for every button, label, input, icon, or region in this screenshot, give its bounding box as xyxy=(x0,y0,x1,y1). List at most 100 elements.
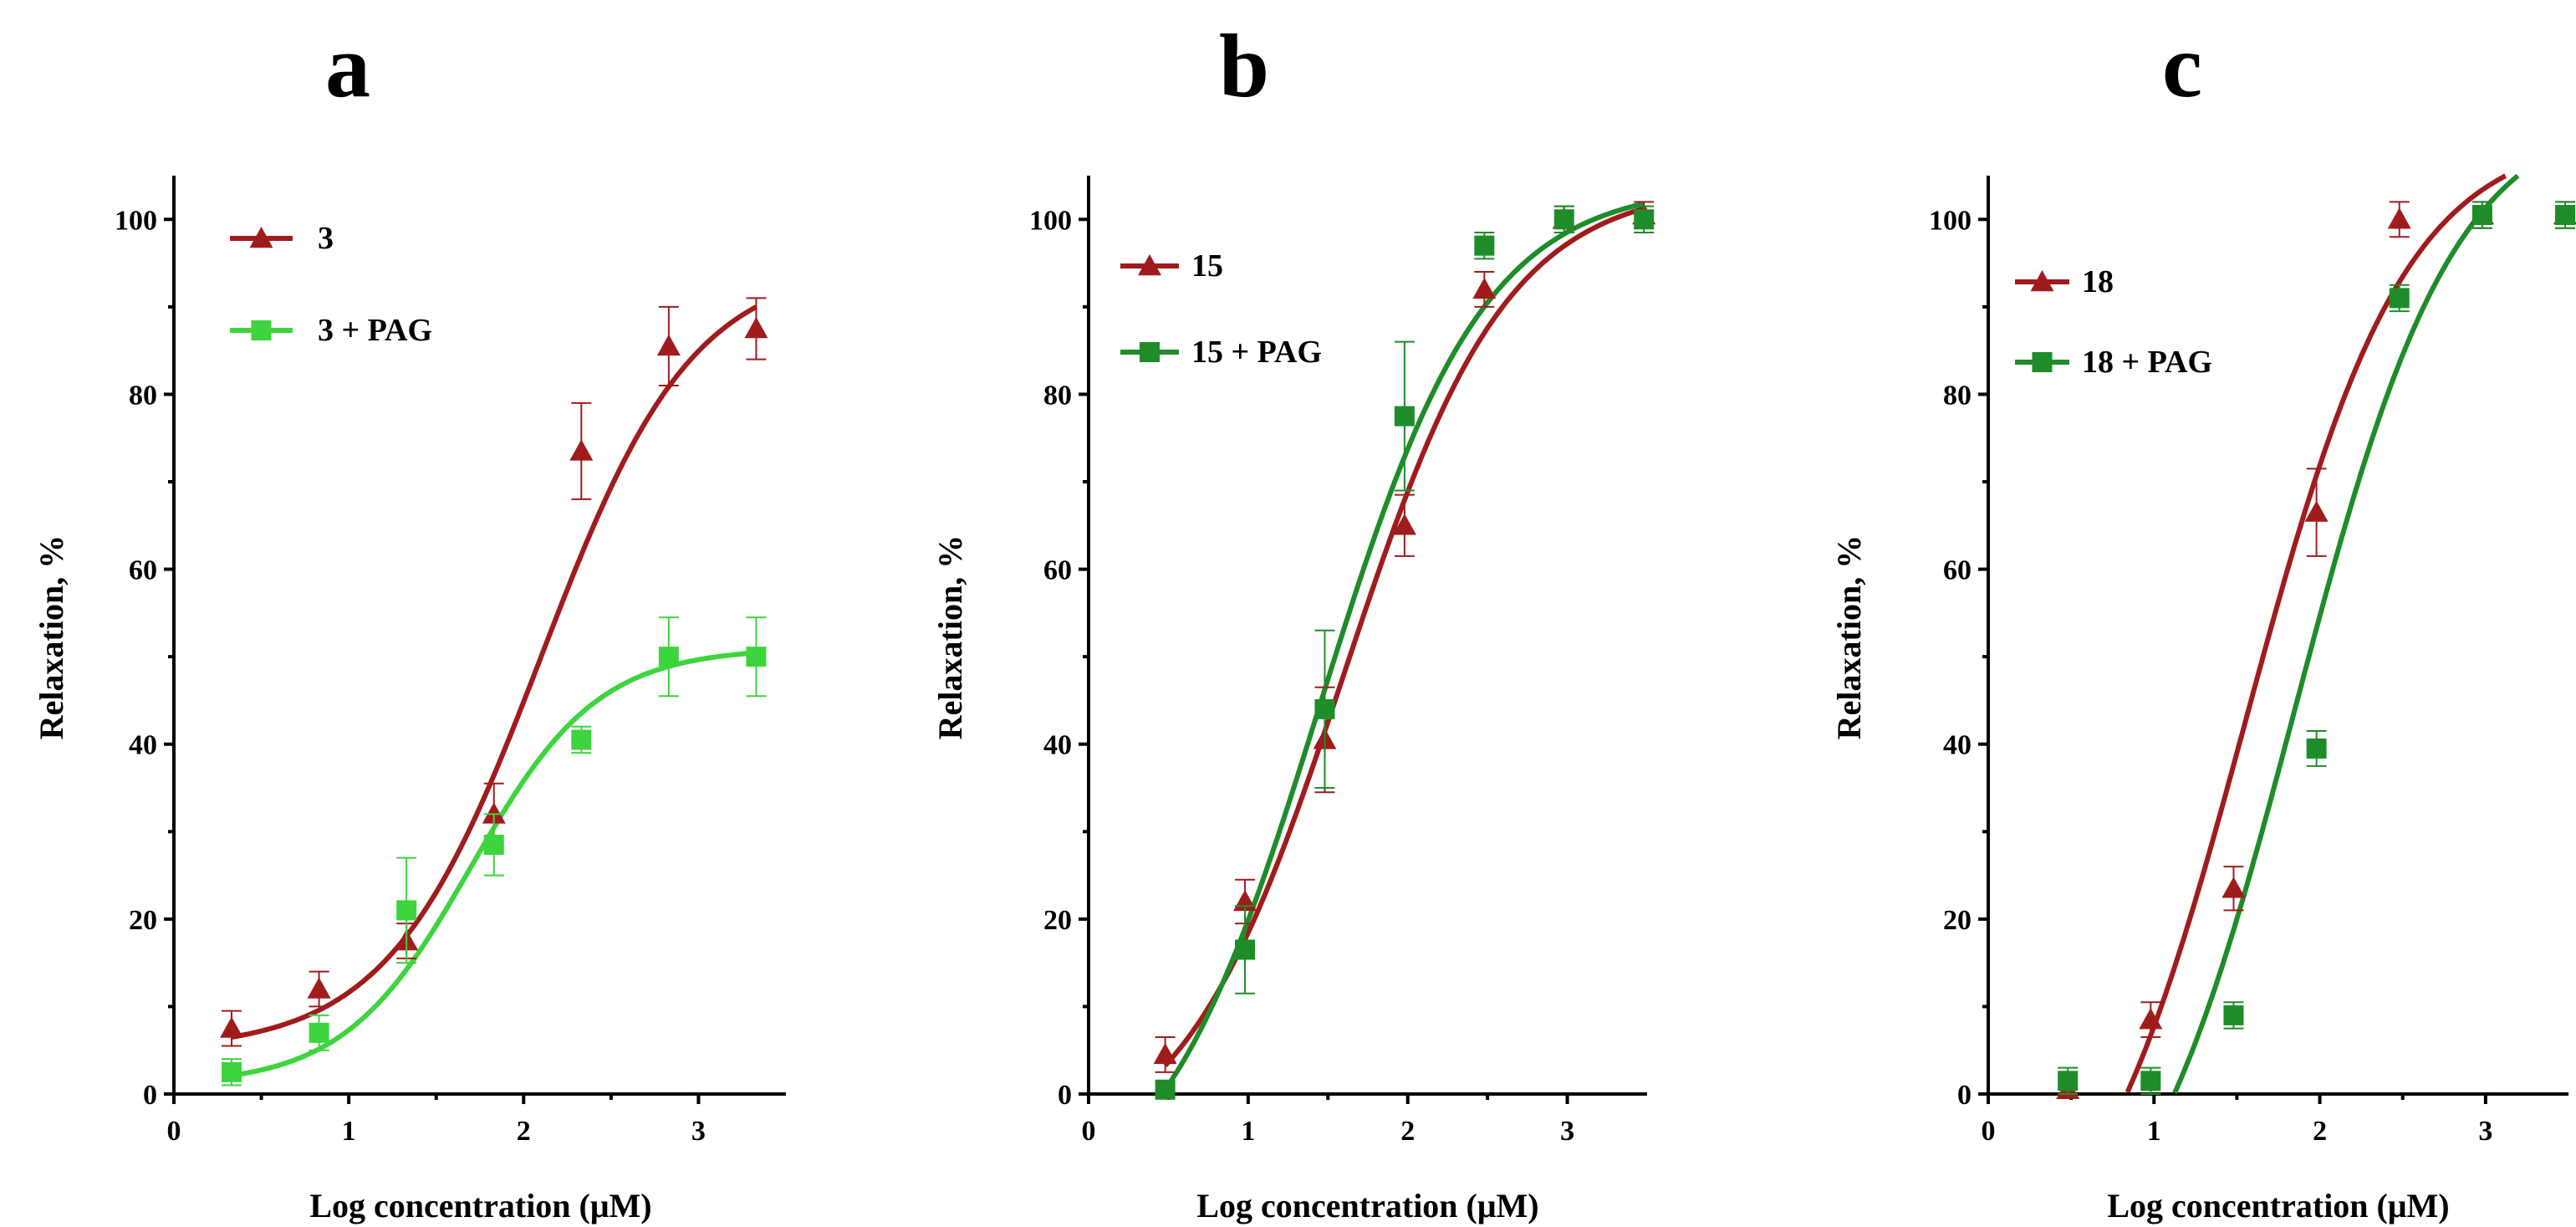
panel-b-x-tick-label: 2 xyxy=(1400,1116,1415,1147)
panel-c-axes: 0 1 2 3 0 20 40 60 80 100 xyxy=(1929,176,2568,1147)
panel-a-x-tick-label: 0 xyxy=(167,1116,181,1147)
panel-c-legend-label-2: 18 + PAG xyxy=(2082,345,2212,380)
panel-c-series-1-point xyxy=(2221,877,2246,898)
panel-a-x-tick-label: 2 xyxy=(517,1116,531,1147)
panel-c-y-tick-label: 0 xyxy=(1957,1080,1972,1111)
panel-b-axes: 0 1 2 3 0 20 40 60 80 100 xyxy=(1029,176,1647,1147)
panel-c-y-tick-label: 20 xyxy=(1943,905,1972,936)
panel-c-curves xyxy=(2125,173,2520,1094)
panel-a-series-1-point xyxy=(656,334,681,356)
panel-c-letter: c xyxy=(2162,17,2202,116)
panel-c-legend-marker-1 xyxy=(2030,270,2054,292)
panel-b-x-tick-label: 1 xyxy=(1241,1116,1255,1147)
panel-a-legend-label-1: 3 xyxy=(318,221,334,256)
panel-a-series-1-point xyxy=(744,317,768,339)
panel-b-series-2-point xyxy=(1314,698,1335,719)
panel-c-y-tick-label: 80 xyxy=(1943,380,1972,411)
panel-c-series-1-point xyxy=(2304,500,2329,522)
panel-a-legend-label-2: 3 + PAG xyxy=(318,313,432,348)
panel-c-x-tick-label: 1 xyxy=(2147,1116,2161,1147)
panel-a-axes: 0 1 2 3 0 20 40 60 80 100 xyxy=(115,176,786,1147)
panel-b-legend: 15 15 + PAG xyxy=(1120,248,1322,370)
panel-b-legend-marker-1 xyxy=(1138,254,1161,276)
panel-a: a 0 1 2 3 0 20 40 60 80 100 3 3 + PAG Log concent… xyxy=(33,17,786,1224)
panel-b-y-tick-label: 100 xyxy=(1029,205,1072,236)
panel-a-series-2-point xyxy=(571,729,592,750)
panel-a-series-2-point xyxy=(309,1022,329,1043)
panel-c-x-tick-label: 3 xyxy=(2478,1116,2492,1147)
panel-a-legend-marker-1 xyxy=(249,227,273,248)
panel-a-series-2-point xyxy=(658,647,679,667)
panel-a-x-tick-label: 1 xyxy=(342,1116,356,1147)
panel-b-y-tick-label: 0 xyxy=(1058,1080,1072,1111)
panel-b-x-tick-label: 3 xyxy=(1560,1116,1574,1147)
panel-c-x-tick-label: 0 xyxy=(1982,1116,1996,1147)
panel-a-series-2-point xyxy=(222,1061,242,1082)
panel-b-legend-label-1: 15 xyxy=(1191,248,1223,284)
panel-a-y-axis-label: Relaxation, % xyxy=(33,535,70,739)
panel-b-x-tick-label: 0 xyxy=(1082,1116,1096,1147)
panel-a-series-1-point xyxy=(482,802,506,824)
panel-c-y-axis-label: Relaxation, % xyxy=(1830,535,1868,739)
panel-c-legend-marker-2 xyxy=(2032,352,2053,372)
panel-c-x-tick-label: 2 xyxy=(2313,1116,2327,1147)
panel-c: c 0 1 2 3 0 20 40 60 80 100 18 18 + PAG Log conce… xyxy=(1830,17,2576,1224)
panel-b-legend-label-2: 15 + PAG xyxy=(1191,335,1322,370)
panel-b-series-2-point xyxy=(1394,406,1415,427)
panel-a-series-1-fit-curve xyxy=(231,304,757,1040)
panel-b-series-1-point xyxy=(1153,1042,1177,1065)
panel-a-x-axis-label: Log concentration (μM) xyxy=(309,1187,651,1224)
panel-a-legend: 3 3 + PAG xyxy=(230,221,432,348)
panel-b-series-1-point xyxy=(1472,277,1497,299)
panel-a-series-1-point xyxy=(220,1016,244,1038)
panel-a-y-tick-label: 0 xyxy=(143,1080,157,1111)
panel-b-y-tick-label: 20 xyxy=(1043,905,1072,936)
panel-c-x-axis-label: Log concentration (μM) xyxy=(2107,1187,2449,1224)
panel-a-x-tick-label: 3 xyxy=(691,1116,706,1147)
panel-c-series-2-point xyxy=(2223,1005,2244,1025)
panel-b: b 0 1 2 3 0 20 40 60 80 100 15 15 + PAG Log conce… xyxy=(931,17,1656,1224)
panel-b-series-2-point xyxy=(1474,235,1495,256)
panel-b-x-axis-label: Log concentration (μM) xyxy=(1196,1187,1538,1224)
panel-b-y-tick-label: 40 xyxy=(1043,730,1072,761)
panel-b-letter: b xyxy=(1219,17,1269,116)
panel-b-y-tick-label: 80 xyxy=(1043,380,1072,411)
panel-c-series-2-point xyxy=(2306,738,2327,759)
panel-b-y-axis-label: Relaxation, % xyxy=(931,535,969,739)
panel-c-series-1-point xyxy=(2139,1008,2163,1030)
panel-b-series-1-point xyxy=(1392,514,1416,535)
panel-a-y-tick-label: 20 xyxy=(129,905,157,936)
panel-c-series-1-point xyxy=(2387,207,2411,229)
panel-c-y-tick-label: 40 xyxy=(1943,730,1972,761)
panel-a-points xyxy=(220,297,768,1086)
panel-c-series-2-fit-curve xyxy=(2172,173,2520,1094)
panel-a-legend-marker-2 xyxy=(251,320,272,340)
panel-b-series-2-point xyxy=(1634,209,1655,230)
panel-a-series-2-point xyxy=(396,900,417,921)
panel-b-series-2-point xyxy=(1235,939,1256,960)
panel-c-legend: 18 18 + PAG xyxy=(2015,264,2212,380)
panel-b-series-2-point xyxy=(1553,209,1574,230)
panel-a-letter: a xyxy=(325,17,370,116)
panel-a-y-tick-label: 100 xyxy=(115,205,157,236)
panel-a-y-tick-label: 40 xyxy=(129,730,157,761)
panel-c-y-tick-label: 100 xyxy=(1929,205,1972,236)
panel-a-y-tick-label: 80 xyxy=(129,380,157,411)
panel-a-series-1-point xyxy=(307,977,331,999)
panel-a-series-1-point xyxy=(569,439,594,461)
panel-a-series-2-point xyxy=(483,834,504,855)
panel-a-series-2-point xyxy=(746,647,767,667)
panel-c-y-tick-label: 60 xyxy=(1943,555,1972,586)
panel-a-y-tick-label: 60 xyxy=(129,555,157,586)
panel-b-legend-marker-2 xyxy=(1140,342,1160,362)
panel-a-curves xyxy=(231,304,757,1078)
panel-b-series-2-point xyxy=(1155,1079,1176,1100)
panel-c-legend-label-1: 18 xyxy=(2082,264,2114,299)
panel-b-points xyxy=(1153,201,1656,1100)
panel-c-series-2-point xyxy=(2058,1071,2079,1092)
panel-c-series-2-point xyxy=(2471,205,2492,226)
panel-c-points xyxy=(2056,201,2576,1099)
panel-c-series-2-point xyxy=(2389,288,2410,309)
panel-c-series-2-point xyxy=(2140,1071,2161,1092)
